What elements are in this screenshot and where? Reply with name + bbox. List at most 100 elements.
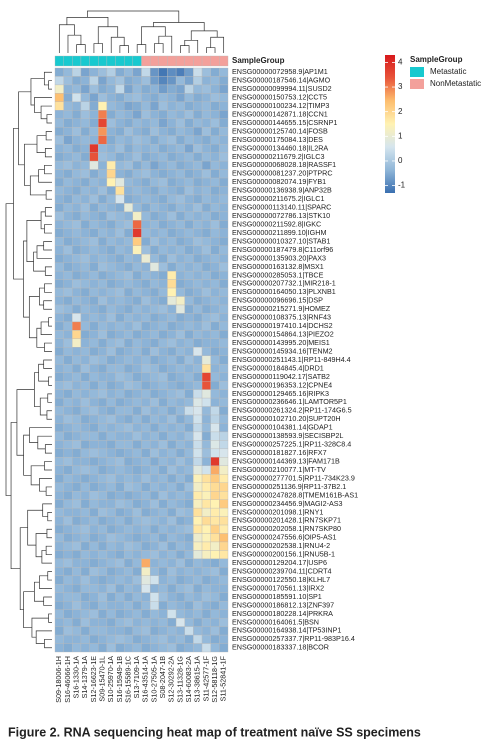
heatmap-cell: [149, 617, 159, 627]
heatmap-cell: [72, 609, 82, 619]
heatmap-cell: [98, 321, 108, 331]
heatmap-cell: [89, 533, 99, 543]
dendrogram-branch: [41, 550, 52, 564]
heatmap-cell: [149, 186, 159, 196]
heatmap-cell: [132, 550, 142, 560]
heatmap-cell: [201, 330, 211, 340]
row-label: ENSG00000257225.1|RP11-328C8.4: [232, 440, 351, 449]
color-tick-label: 3: [398, 82, 403, 91]
heatmap-cell: [210, 457, 220, 466]
heatmap-cell: [89, 228, 99, 238]
heatmap-cell: [80, 347, 90, 356]
heatmap-cell: [158, 609, 168, 619]
heatmap-cell: [184, 643, 194, 653]
heatmap-cell: [54, 143, 64, 153]
heatmap-cell: [63, 397, 73, 407]
heatmap-cell: [98, 262, 108, 272]
heatmap-cell: [132, 474, 142, 483]
heatmap-cell: [175, 194, 185, 204]
heatmap-cell: [72, 550, 82, 560]
heatmap-cell: [141, 474, 151, 483]
heatmap-cell: [115, 491, 125, 500]
heatmap-cell: [184, 550, 194, 560]
column-label: S12-30292-2A: [167, 656, 176, 703]
heatmap-cell: [54, 245, 64, 255]
heatmap-cell: [219, 474, 229, 483]
dendrogram-branch: [46, 528, 52, 539]
heatmap-cell: [124, 101, 134, 111]
heatmap-cell: [175, 84, 185, 94]
heatmap-cell: [184, 448, 194, 458]
heatmap-cell: [201, 262, 211, 272]
heatmap-cell: [201, 186, 211, 196]
heatmap-cell: [184, 169, 194, 179]
row-label: ENSG00000099994.11|SUSD2: [232, 84, 332, 93]
heatmap-cell: [175, 550, 185, 560]
heatmap-cell: [193, 313, 203, 323]
heatmap-cell: [167, 541, 177, 551]
heatmap-cell: [184, 499, 194, 509]
heatmap-cell: [158, 287, 168, 297]
heatmap-cell: [89, 634, 99, 644]
heatmap-cell: [98, 507, 108, 517]
heatmap-cell: [106, 575, 116, 585]
heatmap-cell: [175, 93, 185, 103]
heatmap-cell: [63, 584, 73, 593]
heatmap-cell: [54, 254, 64, 263]
heatmap-cell: [132, 465, 142, 475]
heatmap-cell: [72, 279, 82, 289]
heatmap-cell: [124, 177, 134, 187]
heatmap-cell: [115, 558, 125, 568]
heatmap-cell: [193, 194, 203, 204]
heatmap-cell: [54, 118, 64, 128]
heatmap-cell: [80, 245, 90, 255]
dendrogram-branch: [119, 45, 129, 53]
row-label: ENSG00000068028.18|RASSF1: [232, 160, 336, 169]
heatmap-cell: [210, 101, 220, 111]
dendrogram-branch: [141, 26, 166, 45]
heatmap-cell: [54, 169, 64, 179]
heatmap-cell: [158, 448, 168, 458]
heatmap-cell: [72, 152, 82, 162]
heatmap-cell: [124, 567, 134, 577]
heatmap-cell: [201, 364, 211, 373]
heatmap-cell: [184, 491, 194, 500]
dendrogram-branch: [35, 533, 47, 558]
heatmap-cell: [124, 643, 134, 653]
heatmap-cell: [175, 135, 185, 145]
heatmap-cell: [201, 499, 211, 509]
dendrogram-branch: [38, 363, 49, 382]
heatmap-cell: [167, 237, 177, 246]
heatmap-cell: [89, 245, 99, 255]
heatmap-cell: [193, 507, 203, 517]
heatmap-cell: [201, 245, 211, 255]
heatmap-cell: [219, 304, 229, 314]
heatmap-cell: [158, 347, 168, 356]
heatmap-cell: [106, 389, 116, 399]
heatmap-cell: [124, 491, 134, 500]
heatmap-cell: [72, 406, 82, 416]
heatmap-cell: [132, 211, 142, 221]
row-label: ENSG00000164050.13|PLXNB1: [232, 287, 336, 296]
heatmap-cell: [63, 482, 73, 492]
heatmap-cell: [167, 584, 177, 593]
heatmap-cell: [115, 228, 125, 238]
dendrogram-branch: [206, 47, 216, 53]
heatmap-cell: [115, 397, 125, 407]
heatmap-cell: [193, 321, 203, 331]
heatmap-cell: [210, 279, 220, 289]
heatmap-cell: [149, 203, 159, 213]
heatmap-cell: [141, 406, 151, 416]
heatmap-cell: [210, 584, 220, 593]
dendrogram-branch: [13, 127, 24, 280]
heatmap-cell: [132, 533, 142, 543]
heatmap-cell: [89, 338, 99, 348]
heatmap-cell: [54, 431, 64, 441]
heatmap-cell: [158, 634, 168, 644]
heatmap-cell: [219, 609, 229, 619]
heatmap-cell: [63, 634, 73, 644]
heatmap-cell: [201, 474, 211, 483]
column-label: S09-15470-1L: [97, 656, 106, 702]
heatmap-cell: [98, 617, 108, 627]
row-label: ENSG00000100234.12|TIMP3: [232, 101, 329, 110]
